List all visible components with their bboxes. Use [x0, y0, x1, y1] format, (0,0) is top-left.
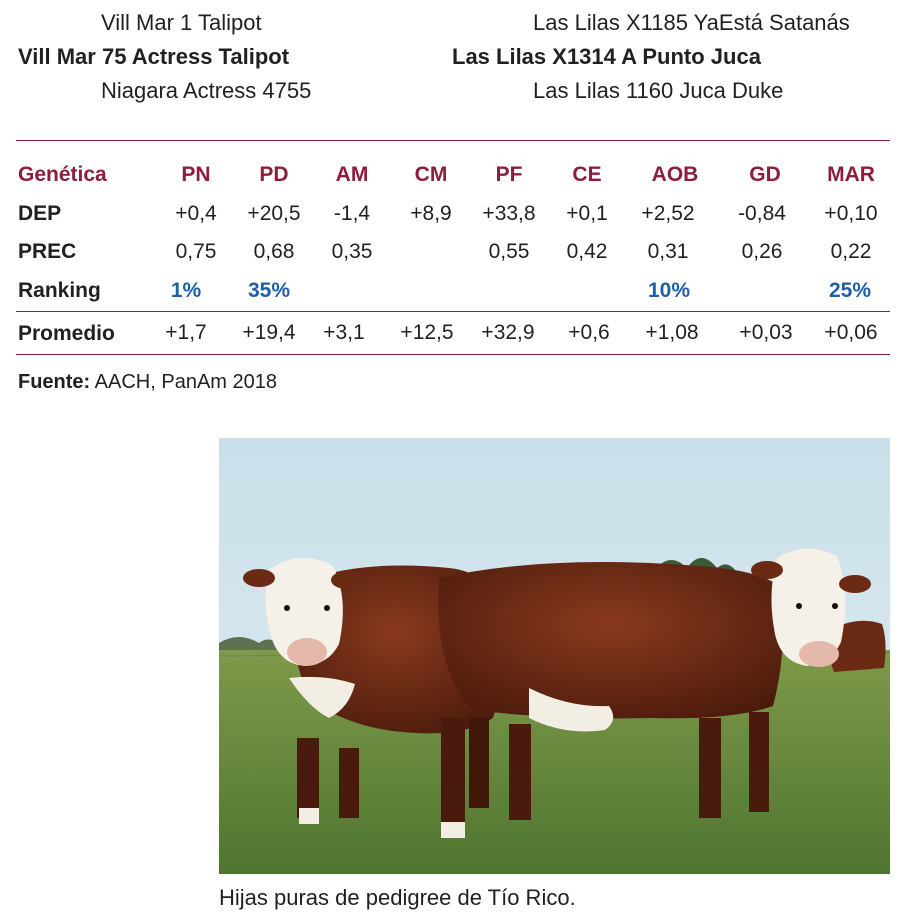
- table-cell: +0,4: [175, 202, 217, 225]
- pedigree-dam: Las Lilas X1314 A Punto Juca: [452, 44, 761, 69]
- table-cell: +20,5: [247, 202, 301, 225]
- table-cell: 0,75: [175, 240, 217, 263]
- ranking-cell: 35%: [247, 279, 291, 302]
- photo-caption: Hijas puras de pedigree de Tío Rico.: [219, 885, 576, 910]
- table-cell: 0,22: [830, 240, 872, 263]
- table-bottom-rule: [16, 354, 890, 355]
- column-header: PN: [181, 163, 211, 186]
- column-header: CE: [572, 163, 602, 186]
- table-cell: +0,6: [568, 321, 610, 344]
- table-cell: 0,42: [566, 240, 608, 263]
- table-cell: +0,10: [824, 202, 878, 225]
- source-note: Fuente: AACH, PanAm 2018: [18, 370, 277, 394]
- source-text: AACH, PanAm 2018: [90, 371, 277, 393]
- column-header: AM: [335, 163, 369, 186]
- table-cell: +0,1: [566, 202, 608, 225]
- ranking-cell: 10%: [647, 279, 691, 302]
- table-cell: 0,31: [647, 240, 689, 263]
- table-cell: 0,68: [253, 240, 295, 263]
- table-cell: +8,9: [410, 202, 452, 225]
- row-label-dep: DEP: [18, 202, 62, 225]
- table-cell: 0,26: [741, 240, 783, 263]
- hereford-heifers-photo: [219, 438, 890, 874]
- table-cell: +0,03: [739, 321, 793, 344]
- table-cell: +3,1: [323, 321, 365, 344]
- table-cell: +32,9: [481, 321, 535, 344]
- table-cell: +1,08: [645, 321, 699, 344]
- column-header: AOB: [651, 163, 699, 186]
- table-cell: +2,52: [641, 202, 695, 225]
- row-label-ranking: Ranking: [18, 279, 101, 302]
- column-header: PD: [259, 163, 289, 186]
- table-cell: +33,8: [482, 202, 536, 225]
- table-cell: 0,35: [331, 240, 373, 263]
- source-label: Fuente:: [18, 371, 91, 393]
- table-cell: -1,4: [333, 202, 371, 225]
- table-mid-rule: [16, 311, 890, 312]
- table-header-label: Genética: [18, 163, 107, 186]
- row-label-promedio: Promedio: [18, 322, 115, 345]
- table-cell: +0,06: [824, 321, 878, 344]
- table-cell: +1,7: [165, 321, 207, 344]
- table-top-rule: [16, 140, 890, 141]
- table-cell: +12,5: [400, 321, 454, 344]
- pedigree-dam-dam: Las Lilas 1160 Juca Duke: [533, 78, 784, 103]
- pedigree-sire-sire: Vill Mar 1 Talipot: [101, 10, 262, 35]
- column-header: CM: [414, 163, 448, 186]
- ranking-cell: 25%: [828, 279, 872, 302]
- table-cell: -0,84: [738, 202, 786, 225]
- row-label-prec: PREC: [18, 240, 77, 263]
- pedigree-sire: Vill Mar 75 Actress Talipot: [18, 44, 290, 69]
- pedigree-sire-dam: Niagara Actress 4755: [101, 78, 312, 103]
- table-cell: +19,4: [242, 321, 296, 344]
- table-cell: 0,55: [488, 240, 530, 263]
- column-header: GD: [749, 163, 781, 186]
- pedigree-dam-sire: Las Lilas X1185 YaEstá Satanás: [533, 10, 850, 35]
- column-header: PF: [495, 163, 523, 186]
- column-header: MAR: [827, 163, 875, 186]
- ranking-cell: 1%: [170, 279, 202, 302]
